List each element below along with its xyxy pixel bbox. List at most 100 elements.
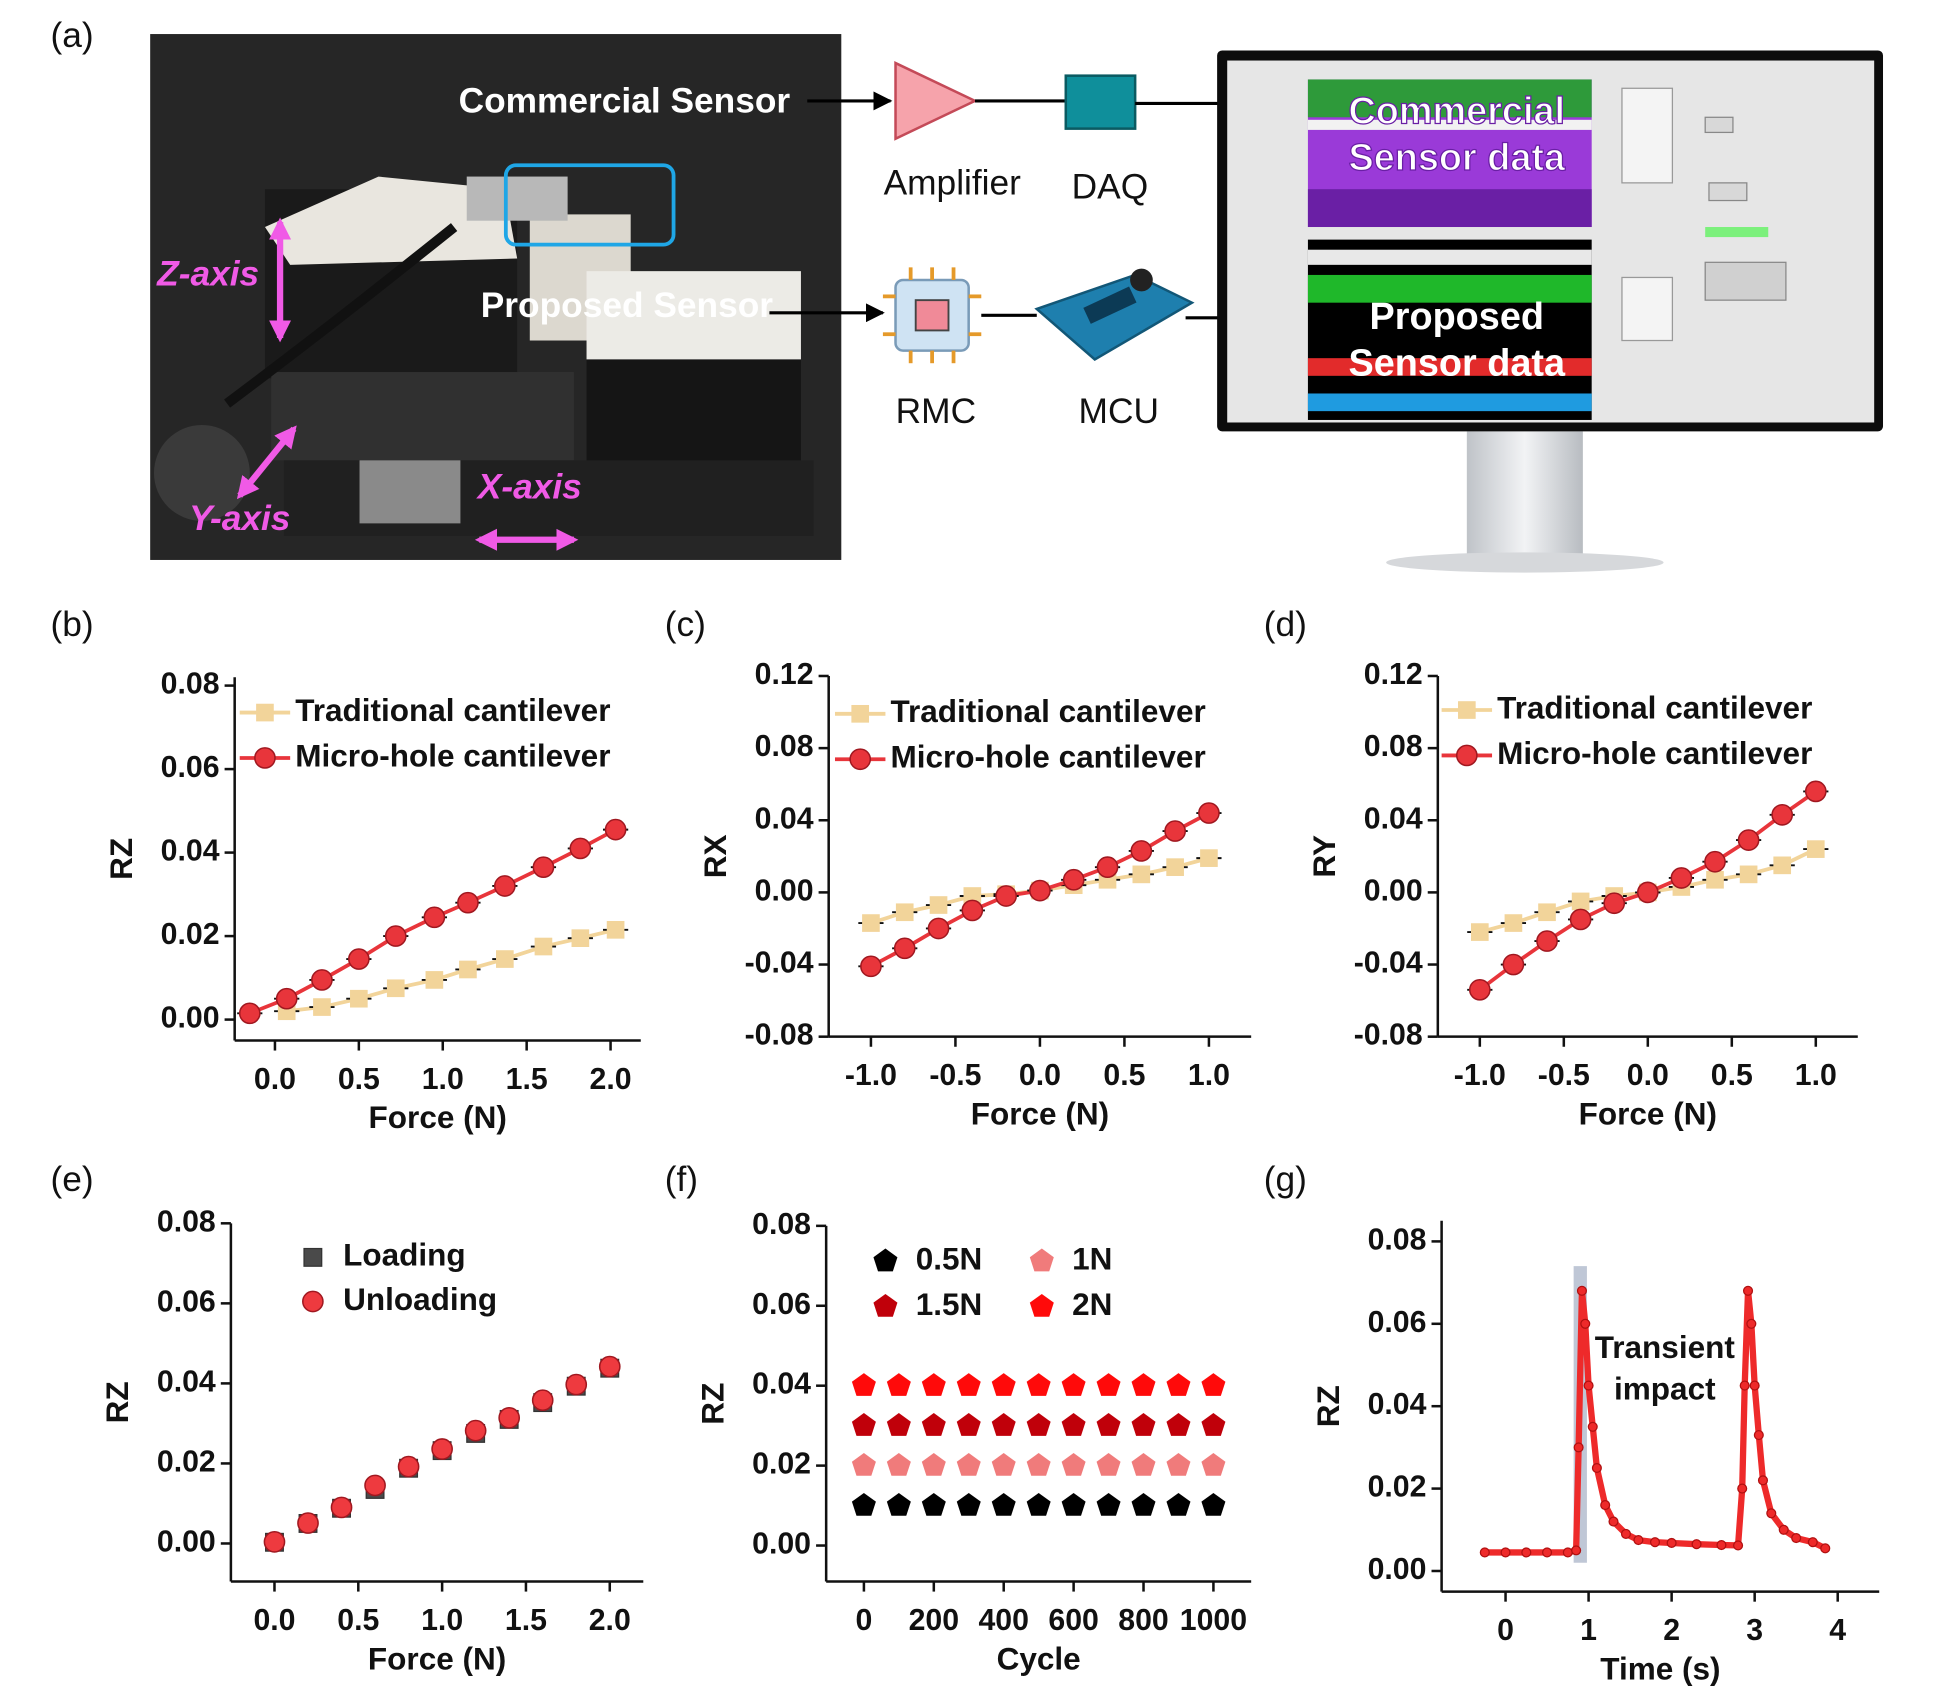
marker <box>1536 930 1558 952</box>
trace-point <box>1737 1483 1748 1494</box>
y-tick-label: 0.08 <box>1364 730 1423 763</box>
x-tick-label: -0.5 <box>929 1059 981 1092</box>
marker <box>1061 1452 1086 1476</box>
y-tick-label: 0.06 <box>161 751 220 784</box>
marker <box>384 925 407 947</box>
x-tick-label: 0.5 <box>1103 1059 1145 1092</box>
y-tick-label: 0.00 <box>752 1528 811 1561</box>
marker <box>1131 1373 1156 1396</box>
monitor <box>1217 50 1884 573</box>
marker <box>238 1002 261 1025</box>
trace-point <box>1562 1547 1573 1558</box>
marker <box>1198 802 1220 824</box>
y-tick-label: 0.06 <box>157 1285 216 1318</box>
trace-point <box>1521 1547 1532 1558</box>
marker <box>1096 1413 1121 1436</box>
y-tick-label: -0.08 <box>1354 1019 1423 1052</box>
y-tick-label: 0.08 <box>1368 1223 1427 1256</box>
marker <box>1166 1452 1191 1476</box>
marker <box>1603 892 1626 915</box>
marker <box>457 891 479 914</box>
legend-label: Micro-hole cantilever <box>1497 735 1812 771</box>
x-tick-label: 1.0 <box>1795 1059 1837 1092</box>
trace-point <box>1571 1545 1582 1556</box>
x-tick-label: 0 <box>855 1604 872 1637</box>
y-axis-label: RZ <box>1310 1385 1346 1427</box>
marker <box>1636 881 1659 904</box>
legend-label: Traditional cantilever <box>1497 689 1812 725</box>
marker <box>1737 829 1760 851</box>
trace-point <box>1576 1285 1587 1296</box>
marker <box>1739 865 1758 884</box>
marker <box>263 1531 286 1553</box>
marker <box>991 1373 1016 1396</box>
legend-label: Loading <box>343 1237 466 1273</box>
trace-point <box>1733 1540 1744 1551</box>
x-tick-label: -1.0 <box>1454 1059 1506 1092</box>
y-tick-label: 0.04 <box>755 802 814 835</box>
panel-label: (b) <box>51 605 94 644</box>
x-tick-label: 0.0 <box>253 1604 295 1637</box>
marker <box>494 875 516 897</box>
marker <box>886 1492 911 1516</box>
marker <box>313 998 331 1016</box>
marker <box>851 1373 876 1396</box>
x-tick-label: 0.0 <box>1627 1059 1669 1092</box>
x-tick-label: 2 <box>1663 1614 1680 1647</box>
marker <box>1166 1492 1191 1516</box>
marker <box>1166 1373 1191 1396</box>
y-tick-label: 0.00 <box>161 1002 220 1035</box>
marker <box>1130 840 1153 862</box>
marker <box>386 979 405 998</box>
trace-point <box>1591 1462 1602 1474</box>
marker <box>1131 1492 1156 1516</box>
marker <box>1455 744 1478 767</box>
marker <box>1131 1413 1156 1436</box>
marker <box>893 937 916 960</box>
marker <box>498 1406 521 1429</box>
trace-point <box>1791 1532 1802 1544</box>
trace-point <box>1542 1547 1553 1558</box>
trace-point <box>1583 1380 1594 1391</box>
x-tick-label: -0.5 <box>1538 1059 1590 1092</box>
y-tick-label: 0.08 <box>157 1205 216 1238</box>
marker <box>851 1452 876 1476</box>
marker <box>873 1293 898 1317</box>
y-tick-label: 0.04 <box>157 1365 216 1398</box>
marker <box>921 1373 946 1396</box>
y-axis-label: RY <box>1306 835 1342 878</box>
marker <box>1458 701 1476 719</box>
x-tick-label: 1.0 <box>422 1063 464 1096</box>
marker <box>849 748 872 771</box>
marker <box>956 1373 981 1396</box>
marker <box>275 987 298 1010</box>
y-axis-label: Y-axis <box>189 499 290 538</box>
screen-commercial-label: Sensor data <box>1348 137 1565 179</box>
legend-label: Micro-hole cantilever <box>295 737 610 773</box>
setup-photo <box>150 34 842 560</box>
marker <box>423 906 446 929</box>
marker <box>565 1373 588 1396</box>
marker <box>1470 923 1489 941</box>
x-axis-label: Time (s) <box>1600 1650 1720 1686</box>
marker <box>991 1413 1016 1436</box>
x-tick-label: 200 <box>909 1604 959 1637</box>
marker <box>348 948 370 970</box>
marker <box>397 1455 420 1478</box>
trace-point <box>1749 1380 1760 1391</box>
trace-point <box>1580 1318 1591 1329</box>
x-tick-label: 0.0 <box>254 1063 296 1096</box>
marker <box>1026 1373 1051 1396</box>
marker <box>569 837 592 860</box>
marker <box>1504 914 1523 932</box>
x-axis-label: Force (N) <box>1579 1095 1717 1131</box>
trace-point <box>1600 1500 1611 1511</box>
panel-label: (g) <box>1264 1160 1307 1199</box>
marker <box>1166 1413 1191 1436</box>
x-tick-label: 2.0 <box>589 1604 631 1637</box>
legend-label: 2N <box>1072 1286 1112 1322</box>
marker <box>1706 870 1724 889</box>
trace-point <box>1746 1318 1757 1329</box>
legend-label: 1.5N <box>916 1286 983 1322</box>
